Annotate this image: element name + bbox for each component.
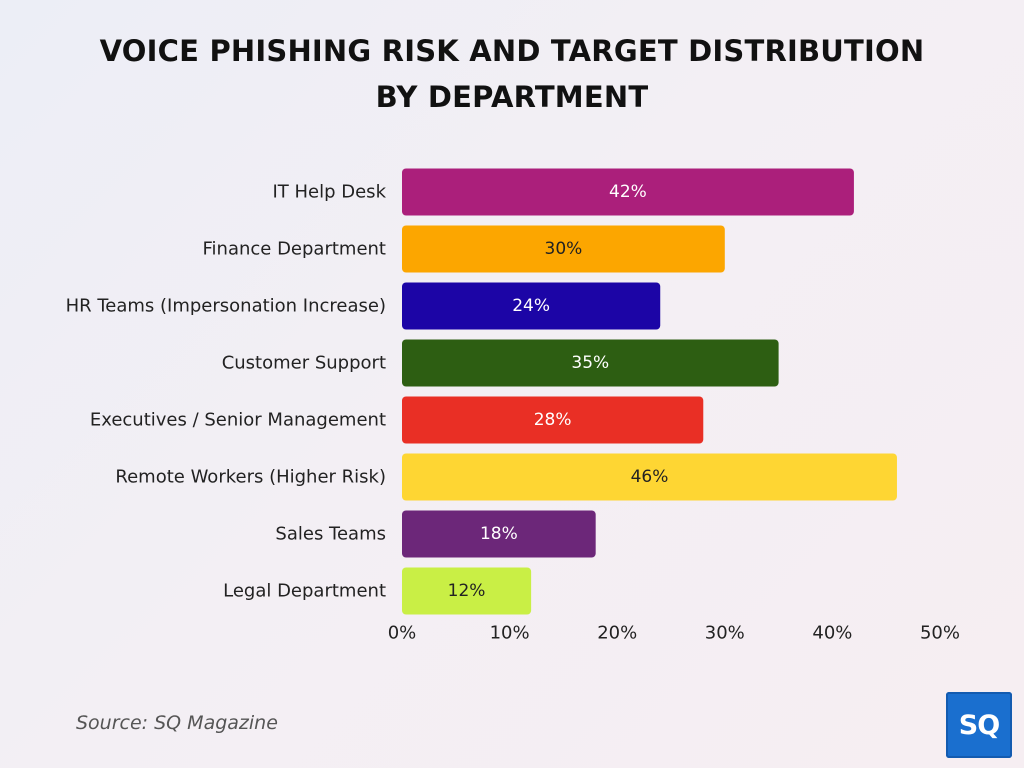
bar-chart: IT Help Desk 42% Finance Department 30% HR T… [66, 168, 960, 644]
bar [402, 510, 596, 558]
x-tick-label: 10% [490, 623, 530, 644]
category-label: Legal Department [223, 581, 386, 602]
sq-logo: SQ [946, 692, 1012, 758]
bar [402, 453, 897, 501]
bar [402, 168, 854, 216]
source-note: Source: SQ Magazine [76, 712, 278, 734]
x-tick-label: 50% [920, 623, 960, 644]
x-tick-label: 0% [388, 623, 417, 644]
category-label: Sales Teams [275, 524, 386, 545]
bar [402, 225, 725, 273]
data-label: 42% [609, 182, 647, 202]
chart-title-line-1: VOICE PHISHING RISK AND TARGET DISTRIBUT… [99, 34, 925, 68]
category-label: Finance Department [202, 239, 386, 260]
x-tick-label: 40% [812, 623, 852, 644]
chart-title: VOICE PHISHING RISK AND TARGET DISTRIBUT… [0, 28, 1024, 120]
category-label: Remote Workers (Higher Risk) [115, 467, 386, 488]
data-label: 18% [480, 524, 518, 544]
sq-logo-text: SQ [958, 709, 1000, 741]
bar [402, 282, 661, 330]
data-label: 30% [545, 239, 583, 259]
bar [402, 567, 532, 615]
chart-title-line-2: BY DEPARTMENT [375, 80, 649, 114]
category-label: Customer Support [222, 353, 386, 374]
data-label: 46% [631, 467, 669, 487]
data-label: 28% [534, 410, 572, 430]
data-label: 35% [571, 353, 609, 373]
bar [402, 396, 704, 444]
bar [402, 339, 779, 387]
category-label: HR Teams (Impersonation Increase) [66, 296, 386, 317]
category-label: IT Help Desk [272, 182, 386, 203]
category-label: Executives / Senior Management [90, 410, 386, 431]
data-label: 12% [448, 581, 486, 601]
data-label: 24% [512, 296, 550, 316]
x-tick-label: 20% [597, 623, 637, 644]
x-tick-label: 30% [705, 623, 745, 644]
